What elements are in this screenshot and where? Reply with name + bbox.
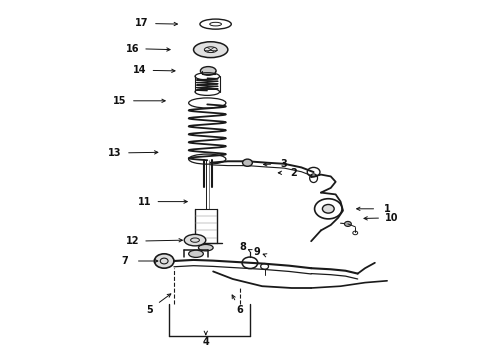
Circle shape: [322, 204, 334, 213]
Ellipse shape: [184, 234, 206, 246]
Text: 2: 2: [291, 168, 297, 178]
Ellipse shape: [194, 42, 228, 58]
Text: 1: 1: [384, 204, 391, 214]
Text: 13: 13: [108, 148, 122, 158]
Circle shape: [344, 221, 351, 226]
Circle shape: [154, 254, 174, 268]
Text: 4: 4: [202, 337, 209, 347]
Text: 11: 11: [138, 197, 151, 207]
Text: 9: 9: [254, 247, 261, 257]
Text: 5: 5: [146, 305, 153, 315]
Ellipse shape: [200, 67, 216, 75]
Text: 15: 15: [113, 96, 127, 106]
Text: 12: 12: [125, 236, 139, 246]
Text: 14: 14: [133, 65, 147, 75]
Text: 6: 6: [237, 305, 244, 315]
Ellipse shape: [189, 250, 203, 257]
Text: 7: 7: [122, 256, 128, 266]
Text: 17: 17: [135, 18, 149, 28]
Text: 8: 8: [239, 242, 246, 252]
Circle shape: [243, 159, 252, 166]
Text: 3: 3: [281, 159, 288, 169]
Text: 10: 10: [385, 213, 399, 223]
Text: 16: 16: [125, 44, 139, 54]
Ellipse shape: [198, 244, 213, 251]
